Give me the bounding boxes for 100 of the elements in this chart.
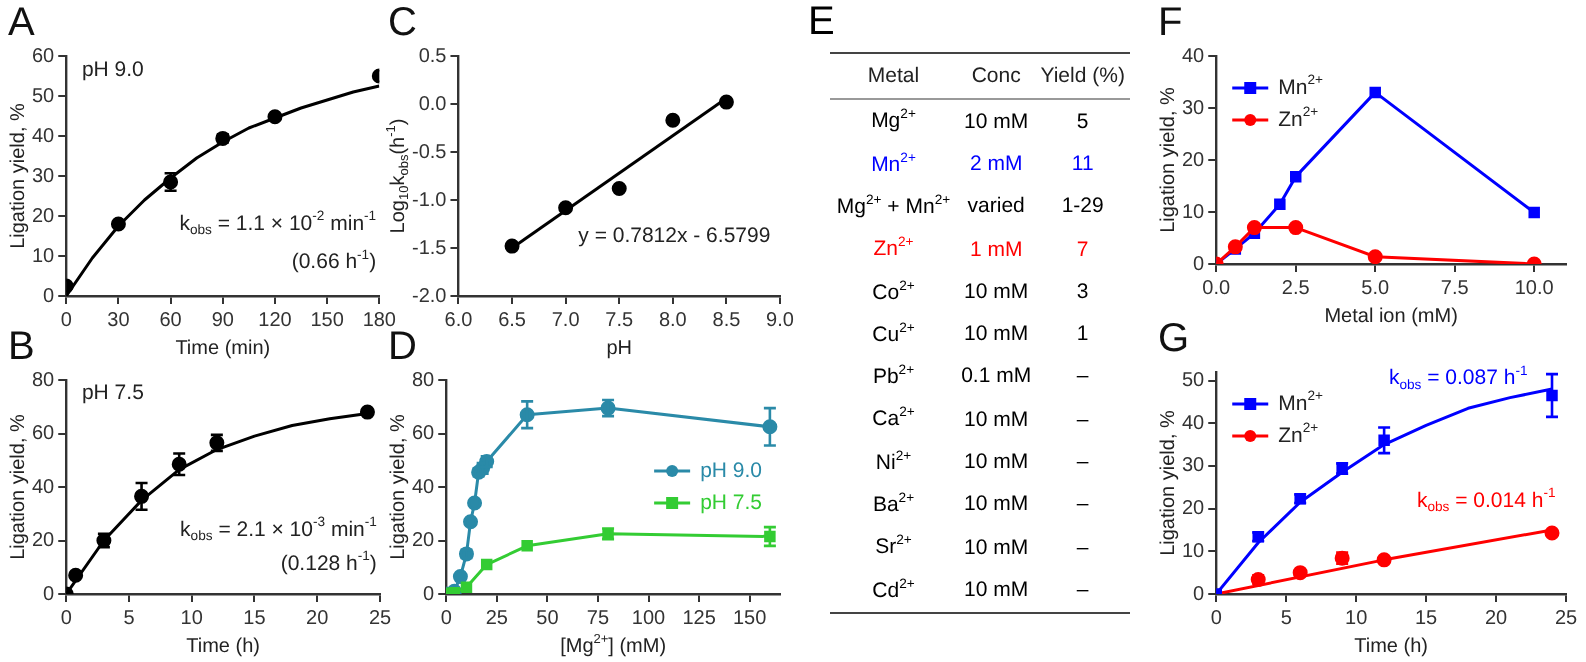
y-axis-title: Ligation yield, % xyxy=(7,102,30,249)
y-tick-label: 30 xyxy=(1182,455,1206,478)
y-axis-title: Ligation yield, % xyxy=(7,413,30,560)
point xyxy=(467,495,483,511)
x-tick-label: 60 xyxy=(159,309,183,332)
y-tick-label: 40 xyxy=(412,476,436,499)
category-label: Sr$^{2+}$ xyxy=(875,534,912,560)
text: varied xyxy=(967,194,1025,219)
text: 1-29 xyxy=(1061,194,1104,219)
y-tick-label: 40 xyxy=(1182,45,1206,68)
x-tick-label: 150 xyxy=(732,607,768,630)
text: 10 mM xyxy=(964,407,1029,432)
y-tick-label: 20 xyxy=(32,530,56,552)
point xyxy=(359,404,375,420)
category-label: Mn$^{2+}$ xyxy=(871,151,916,177)
chart-title: G xyxy=(1158,317,1190,362)
x-tick-label: 7.0 xyxy=(551,309,581,332)
point xyxy=(1376,552,1392,568)
point xyxy=(1246,220,1262,236)
x-tick-label: 75 xyxy=(586,607,610,630)
text: 1 mM xyxy=(969,237,1023,262)
point xyxy=(68,567,84,583)
category-label: Conc xyxy=(957,53,1036,99)
y-tick-label: 30 xyxy=(1182,97,1206,120)
y-tick-label: 0 xyxy=(43,583,56,606)
point xyxy=(718,94,734,110)
category-label: Pb$^{2+}$ xyxy=(872,364,915,390)
point xyxy=(1292,565,1308,581)
text: 7 xyxy=(1076,237,1089,262)
point xyxy=(480,558,493,571)
legend-label: pH 9.0 xyxy=(700,458,763,483)
point xyxy=(267,109,283,125)
y-tick-label: -1.5 xyxy=(411,237,448,260)
x-tick-label: 8.0 xyxy=(658,309,688,332)
y-tick-label: 40 xyxy=(1182,412,1206,435)
annotation: y = 0.7812x - 6.5799 xyxy=(578,223,771,248)
y-tick-label: 0.0 xyxy=(418,93,448,116)
category-label: Metal xyxy=(830,53,957,99)
x-tick-label: 150 xyxy=(310,309,345,332)
text: 5 xyxy=(1076,109,1089,134)
point xyxy=(611,180,627,196)
x-tick-label: 15 xyxy=(243,607,267,630)
y-tick-label: -1.0 xyxy=(411,189,448,212)
x-tick-label: 120 xyxy=(258,309,293,332)
y-tick-label: 60 xyxy=(412,423,436,445)
x-tick-label: 20 xyxy=(1484,607,1509,630)
y-tick-label: 0 xyxy=(1193,253,1206,276)
x-axis-title: Time (h) xyxy=(186,635,260,658)
y-tick-label: 50 xyxy=(32,85,56,108)
y-axis-title: Ligation yield, % xyxy=(387,413,410,560)
y-tick-label: 0.5 xyxy=(418,45,448,68)
x-axis-title: pH xyxy=(606,337,633,360)
point xyxy=(1528,206,1540,219)
chart-title: F xyxy=(1158,1,1183,46)
x-tick-label: 15 xyxy=(1414,607,1439,630)
point xyxy=(558,200,574,216)
text: – xyxy=(1076,492,1089,517)
y-tick-label: -0.5 xyxy=(411,141,448,164)
point xyxy=(110,216,126,232)
y-tick-label: -2.0 xyxy=(411,285,448,308)
x-axis-title: Time (min) xyxy=(175,337,271,360)
y-tick-label: 80 xyxy=(32,369,56,392)
x-tick-label: 6.5 xyxy=(498,309,527,332)
text: E xyxy=(808,0,835,46)
text: 2 mM xyxy=(969,151,1023,176)
y-tick-label: 60 xyxy=(32,423,56,445)
text: 10 mM xyxy=(964,577,1029,602)
x-tick-label: 25 xyxy=(368,607,392,630)
x-tick-label: 10 xyxy=(180,607,204,630)
y-tick-label: 20 xyxy=(1182,149,1206,172)
y-axis-title: Ligation yield, % xyxy=(1157,409,1180,556)
category-label: Cu$^{2+}$ xyxy=(872,321,915,347)
point xyxy=(463,514,479,530)
category-label: Ni$^{2+}$ xyxy=(875,449,912,475)
point xyxy=(1289,170,1302,183)
x-tick-label: 25 xyxy=(485,607,509,630)
point xyxy=(1369,86,1381,99)
y-tick-label: 20 xyxy=(412,530,436,552)
category-label: Cd$^{2+}$ xyxy=(872,577,915,603)
text: 3 xyxy=(1076,279,1089,304)
x-axis-title: Time (h) xyxy=(1354,635,1428,658)
x-tick-label: 0 xyxy=(60,309,73,332)
category-label: Co$^{2+}$ xyxy=(872,279,915,305)
text: – xyxy=(1076,577,1089,602)
point xyxy=(1544,525,1560,541)
annotation: pH 9.0 xyxy=(81,58,145,83)
x-tick-label: 0 xyxy=(1210,607,1223,630)
x-tick-label: 5 xyxy=(123,607,136,630)
x-tick-label: 7.5 xyxy=(605,309,634,332)
text: 10 mM xyxy=(964,109,1029,134)
category-label: Ca$^{2+}$ xyxy=(872,406,915,432)
x-tick-label: 6.0 xyxy=(444,309,474,332)
text: 1 xyxy=(1076,322,1089,347)
y-tick-label: 40 xyxy=(32,476,56,499)
x-tick-label: 30 xyxy=(107,309,131,332)
y-tick-label: 20 xyxy=(1182,498,1206,521)
point xyxy=(1367,249,1383,264)
chart-title: C xyxy=(388,1,417,46)
chart-title: A xyxy=(8,1,36,46)
x-tick-label: 10 xyxy=(1345,607,1369,630)
